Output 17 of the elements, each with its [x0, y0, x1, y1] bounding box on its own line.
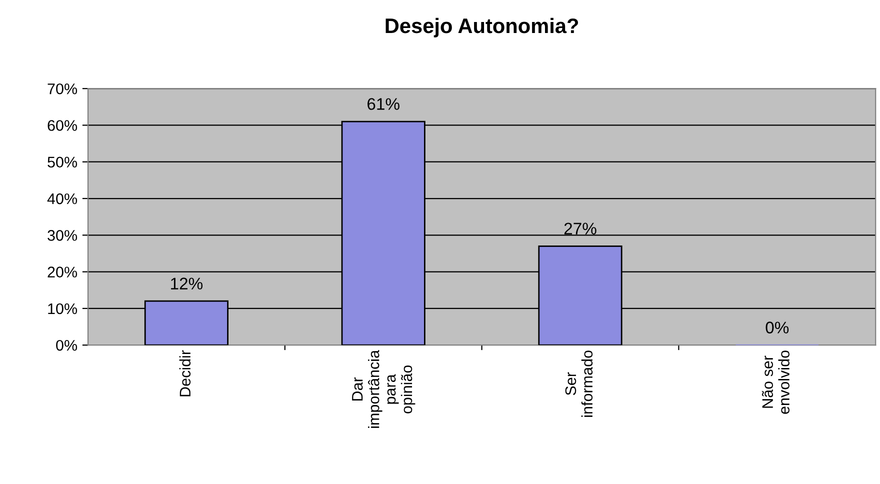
y-tick-label: 10% [48, 303, 78, 314]
y-tick-label: 0% [56, 340, 78, 351]
chart-title: Desejo Autonomia? [386, 18, 578, 38]
y-tick-label: 20% [48, 266, 78, 278]
y-tick-label: 60% [48, 120, 78, 131]
y-tick-label: 70% [48, 83, 78, 94]
y-tick-label: 30% [48, 230, 78, 241]
data-label: 12% [171, 278, 203, 290]
x-tick-label: Não ser envolvido [762, 350, 790, 414]
x-tick-label: Dar importância para opinião [352, 350, 416, 428]
y-tick-label: 40% [47, 193, 78, 204]
x-tick-label: Decidir [179, 350, 191, 396]
data-label: 27% [564, 222, 596, 234]
data-label: 0% [766, 322, 789, 334]
x-tick-label: Ser informado [565, 350, 593, 417]
data-label: 61% [368, 98, 400, 110]
y-tick-label: 50% [48, 156, 78, 168]
